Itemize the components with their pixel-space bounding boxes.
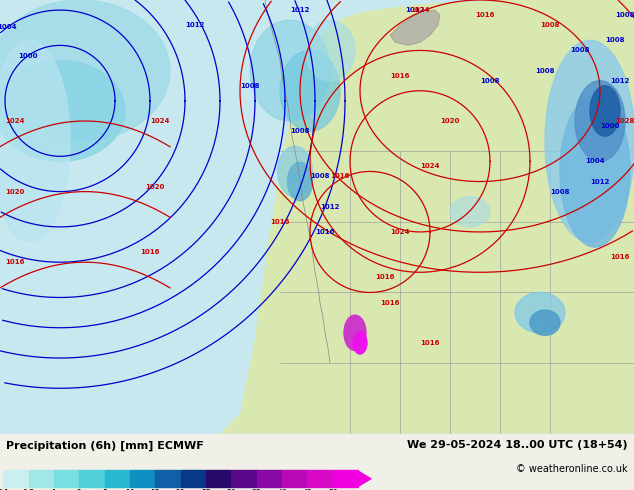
Ellipse shape [0,40,70,242]
Text: 1024: 1024 [5,118,25,124]
Text: 1008: 1008 [550,189,570,195]
Bar [155,470,181,487]
Text: 1008: 1008 [240,83,260,89]
Ellipse shape [545,40,634,242]
Text: 1004: 1004 [0,24,17,30]
Ellipse shape [278,146,313,196]
Bar [333,470,358,487]
Text: 1016: 1016 [270,219,290,225]
Ellipse shape [353,332,367,354]
Ellipse shape [280,50,340,131]
Text: 1020: 1020 [145,184,165,190]
Bar [282,470,307,487]
Bar [54,470,79,487]
Text: 1008: 1008 [615,12,634,18]
Text: 1016: 1016 [476,12,495,18]
Ellipse shape [450,196,490,227]
Bar [257,470,282,487]
Bar [206,470,231,487]
Text: 1012: 1012 [290,7,309,13]
Text: 1020: 1020 [5,189,24,195]
Text: 1016: 1016 [330,173,350,179]
Text: 1012: 1012 [405,7,425,13]
Text: We 29-05-2024 18..00 UTC (18+54): We 29-05-2024 18..00 UTC (18+54) [407,441,628,450]
Bar [181,470,206,487]
Text: © weatheronline.co.uk: © weatheronline.co.uk [516,464,628,474]
Text: 1012: 1012 [320,204,340,210]
Ellipse shape [287,162,313,201]
Text: 1004: 1004 [585,158,605,164]
Bar [307,470,333,487]
Text: 1012: 1012 [590,178,610,185]
Text: 1016: 1016 [140,249,160,255]
Text: Precipitation (6h) [mm] ECMWF: Precipitation (6h) [mm] ECMWF [6,441,204,451]
Ellipse shape [515,293,565,333]
Text: 1016: 1016 [391,73,410,78]
Ellipse shape [0,0,170,141]
Text: 1016: 1016 [315,229,335,235]
Ellipse shape [344,315,366,350]
Bar [3,470,29,487]
Polygon shape [358,470,372,487]
Bar [231,470,257,487]
Polygon shape [220,0,634,434]
Text: 1024: 1024 [391,229,410,235]
Polygon shape [390,10,440,46]
Text: 1000: 1000 [600,123,620,129]
Ellipse shape [560,96,630,247]
Text: 1016: 1016 [5,259,24,265]
Text: 1008: 1008 [535,68,555,74]
Text: 1020: 1020 [440,118,460,124]
Text: 1024: 1024 [410,7,430,13]
Text: 1016: 1016 [380,299,399,306]
Text: 1008: 1008 [570,48,590,53]
Text: 1008: 1008 [605,37,624,43]
Text: 1024: 1024 [420,163,440,170]
Ellipse shape [0,60,125,161]
Text: 1008: 1008 [310,173,330,179]
Text: 1024: 1024 [150,118,170,124]
Text: 1008: 1008 [480,78,500,84]
Text: 1012: 1012 [185,22,205,28]
Text: 1016: 1016 [611,254,630,260]
Text: 1008: 1008 [540,22,560,28]
Ellipse shape [305,20,355,81]
Ellipse shape [530,310,560,335]
Bar [79,470,105,487]
Bar [105,470,130,487]
Text: 1028: 1028 [616,118,634,124]
Text: 1000: 1000 [18,53,37,59]
Text: 1008: 1008 [290,128,310,134]
Text: 1016: 1016 [420,340,440,346]
Text: 1012: 1012 [611,78,630,84]
Bar [29,470,54,487]
Text: 1016: 1016 [375,274,395,280]
Ellipse shape [575,81,625,161]
Ellipse shape [590,86,620,136]
Ellipse shape [250,20,330,121]
Bar [130,470,155,487]
